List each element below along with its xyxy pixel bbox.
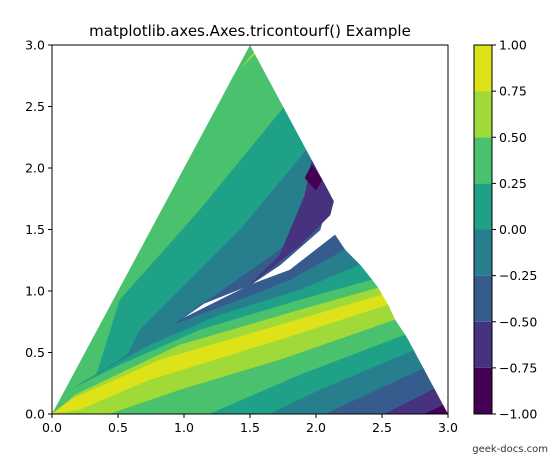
colorbar: −1.00 −0.75 −0.50 −0.25 0.00 0.25 0.50 0.75 1.00 (473, 38, 537, 422)
colorbar-ticks: −1.00 −0.75 −0.50 −0.25 0.00 0.25 0.50 0.75 1.00 (492, 38, 537, 422)
x-tick-label: 0.5 (108, 420, 128, 435)
colorbar-band-5 (474, 137, 492, 184)
colorbar-tick-label: 0.50 (499, 130, 527, 145)
y-tick-label: 2.0 (25, 161, 45, 176)
y-tick-label: 2.5 (25, 99, 45, 114)
x-tick-label: 2.0 (306, 420, 326, 435)
y-axis: 0.0 0.5 1.0 1.5 2.0 2.5 3.0 (25, 38, 52, 422)
chart-title: matplotlib.axes.Axes.tricontourf() Examp… (89, 22, 411, 40)
colorbar-tick-label: −1.00 (499, 407, 537, 422)
colorbar-tick-label: −0.50 (499, 314, 537, 329)
y-tick-label: 1.0 (25, 284, 45, 299)
colorbar-band-1 (474, 321, 492, 368)
x-axis: 0.0 0.5 1.0 1.5 2.0 2.5 3.0 (42, 414, 458, 435)
colorbar-band-4 (474, 183, 492, 230)
colorbar-band-0 (474, 367, 492, 414)
colorbar-tick-label: −0.75 (499, 360, 537, 375)
colorbar-band-2 (474, 275, 492, 322)
colorbar-band-6 (474, 91, 492, 138)
colorbar-tick-label: 0.75 (499, 84, 527, 99)
colorbar-bands (474, 45, 492, 414)
watermark: geek-docs.com (472, 444, 548, 455)
x-tick-label: 2.5 (372, 420, 392, 435)
x-tick-label: 1.0 (174, 420, 194, 435)
x-tick-label: 3.0 (438, 420, 458, 435)
colorbar-band-3 (474, 229, 492, 276)
y-tick-label: 1.5 (25, 222, 45, 237)
x-tick-label: 1.5 (240, 420, 260, 435)
colorbar-tick-label: −0.25 (499, 268, 537, 283)
y-tick-label: 0.0 (25, 407, 45, 422)
colorbar-tick-label: 1.00 (499, 38, 527, 53)
x-tick-label: 0.0 (42, 420, 62, 435)
colorbar-tick-label: 0.00 (499, 222, 527, 237)
contour-fill (52, 45, 448, 414)
colorbar-tick-label: 0.25 (499, 176, 527, 191)
y-tick-label: 0.5 (25, 345, 45, 360)
contour-band-7 (304, 164, 323, 191)
y-tick-label: 3.0 (25, 38, 45, 53)
colorbar-band-7 (474, 45, 492, 92)
plot-area: 0.0 0.5 1.0 1.5 2.0 2.5 3.0 0.0 0.5 1.0 1.5 2.0 2.5… (25, 38, 458, 436)
